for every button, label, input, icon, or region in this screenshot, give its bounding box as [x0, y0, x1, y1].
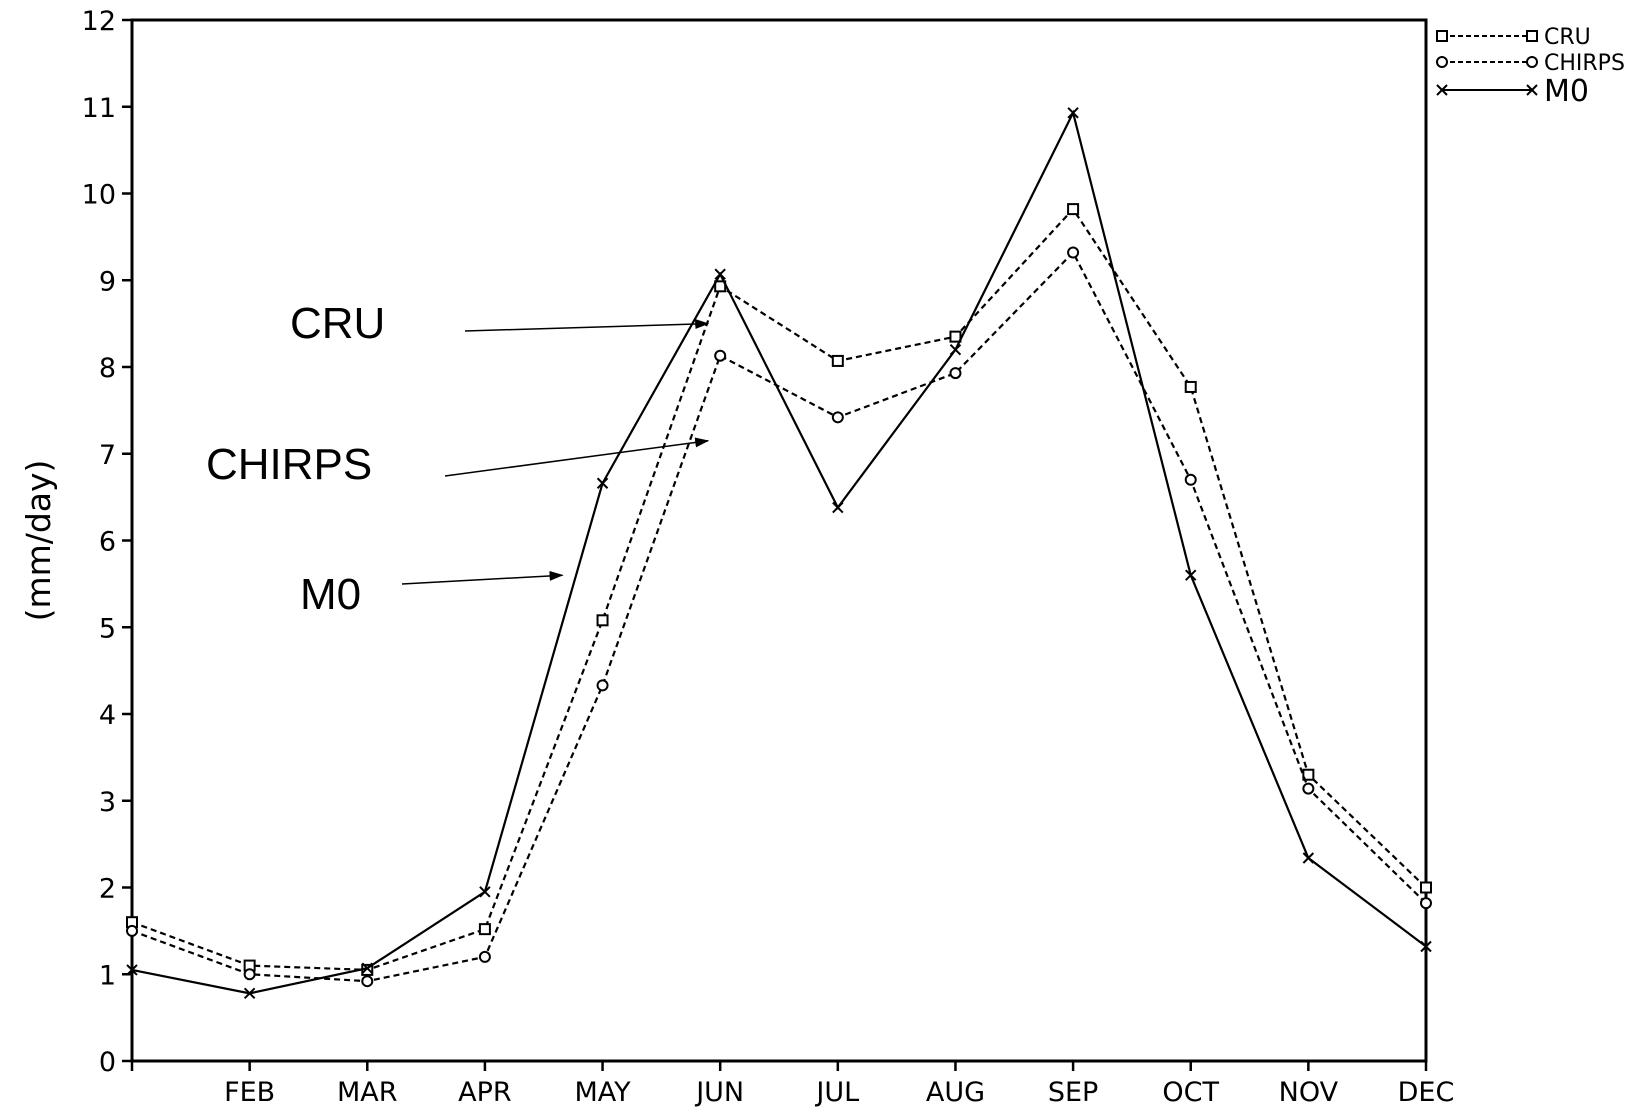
- point-chirps: [243, 968, 256, 981]
- series-cru: [126, 203, 1432, 976]
- y-tick-label: 2: [99, 874, 116, 905]
- point-cru: [478, 923, 491, 936]
- point-cru: [1184, 380, 1197, 393]
- point-chirps: [831, 411, 844, 424]
- series-layer: [126, 107, 1432, 1000]
- series-m0: [126, 107, 1432, 1000]
- x-tick-label: FEB: [224, 1077, 275, 1107]
- annotation-layer: CRU CHIRPS M0: [206, 299, 710, 619]
- annotation-cru: CRU: [290, 299, 710, 348]
- legend-marker: [1526, 56, 1538, 68]
- point-m0: [1420, 940, 1432, 953]
- y-tick-label: 4: [99, 700, 116, 731]
- y-tick-label: 5: [99, 613, 116, 644]
- point-m0: [596, 477, 609, 489]
- legend-marker: [1436, 30, 1448, 42]
- point-m0: [243, 987, 256, 1000]
- x-tick-label: AUG: [926, 1077, 985, 1107]
- annotation-label: CHIRPS: [206, 440, 372, 489]
- legend-marker: [1436, 84, 1448, 96]
- y-tick-label: 8: [99, 353, 116, 384]
- legend-marker: [1526, 30, 1538, 42]
- point-m0: [479, 886, 491, 898]
- annotation-chirps: CHIRPS: [206, 437, 710, 489]
- x-tick-label: JUL: [814, 1077, 859, 1107]
- x-tick-label: OCT: [1162, 1077, 1219, 1107]
- point-m0: [832, 501, 844, 514]
- point-chirps: [478, 950, 491, 963]
- legend-item-m0: M0: [1436, 74, 1589, 109]
- x-tick-label: DEC: [1398, 1077, 1455, 1107]
- point-cru: [596, 614, 609, 627]
- point-chirps: [126, 924, 138, 937]
- series-line-chirps: [131, 250, 1427, 983]
- y-axis-label: (mm/day): [19, 460, 58, 622]
- legend-label: CRU: [1544, 25, 1591, 50]
- legend-item-chirps: CHIRPS: [1436, 51, 1625, 76]
- x-tick-label: APR: [458, 1077, 512, 1107]
- point-m0: [361, 962, 373, 974]
- x-tick-label: NOV: [1279, 1077, 1339, 1107]
- y-tick-label: 6: [99, 527, 116, 558]
- annotation-label: M0: [300, 570, 361, 619]
- y-tick-label: 9: [99, 266, 116, 297]
- point-cru: [831, 354, 844, 367]
- x-tick-label: MAY: [574, 1077, 631, 1107]
- plot-frame: [130, 18, 1428, 1063]
- point-m0: [1185, 569, 1197, 581]
- legend-marker: [1436, 56, 1448, 68]
- legend-label: CHIRPS: [1544, 51, 1625, 76]
- annotation-label: CRU: [290, 299, 385, 348]
- point-m0: [126, 964, 138, 976]
- legend-label: M0: [1544, 74, 1589, 109]
- point-chirps: [1067, 246, 1080, 259]
- y-tick-label: 0: [99, 1047, 116, 1078]
- legend-marker: [1526, 84, 1538, 96]
- point-chirps: [714, 349, 727, 362]
- series-line-cru: [131, 207, 1427, 972]
- series-line-m0: [131, 109, 1427, 995]
- y-tick-label: 1: [99, 960, 116, 991]
- y-tick-label: 3: [99, 787, 116, 818]
- y-tick-label: 10: [82, 180, 116, 211]
- x-tick-label: JUN: [694, 1077, 744, 1107]
- y-tick-label: 12: [82, 6, 116, 37]
- x-tick-label: SEP: [1048, 1077, 1098, 1107]
- point-chirps: [361, 975, 374, 988]
- point-cru: [949, 330, 962, 343]
- point-chirps: [596, 679, 609, 692]
- annotation-arrow: [444, 437, 710, 477]
- point-cru: [1067, 203, 1080, 216]
- y-tick-label: 7: [99, 440, 116, 471]
- point-chirps: [1184, 473, 1197, 486]
- annotation-arrow: [464, 319, 710, 332]
- series-chirps: [126, 246, 1432, 988]
- point-m0: [714, 268, 726, 280]
- legend-item-cru: CRU: [1436, 25, 1591, 50]
- annotation-m0: M0: [300, 570, 564, 619]
- y-tick-label: 11: [82, 93, 116, 124]
- point-chirps: [1302, 782, 1315, 795]
- point-m0: [1302, 852, 1315, 864]
- point-chirps: [949, 367, 962, 380]
- point-cru: [1420, 881, 1432, 894]
- annotation-arrow: [401, 570, 564, 585]
- x-tick-label: MAR: [337, 1077, 398, 1107]
- point-cru: [1302, 768, 1315, 781]
- point-m0: [949, 343, 962, 356]
- point-chirps: [1420, 897, 1432, 910]
- point-m0: [1067, 107, 1079, 119]
